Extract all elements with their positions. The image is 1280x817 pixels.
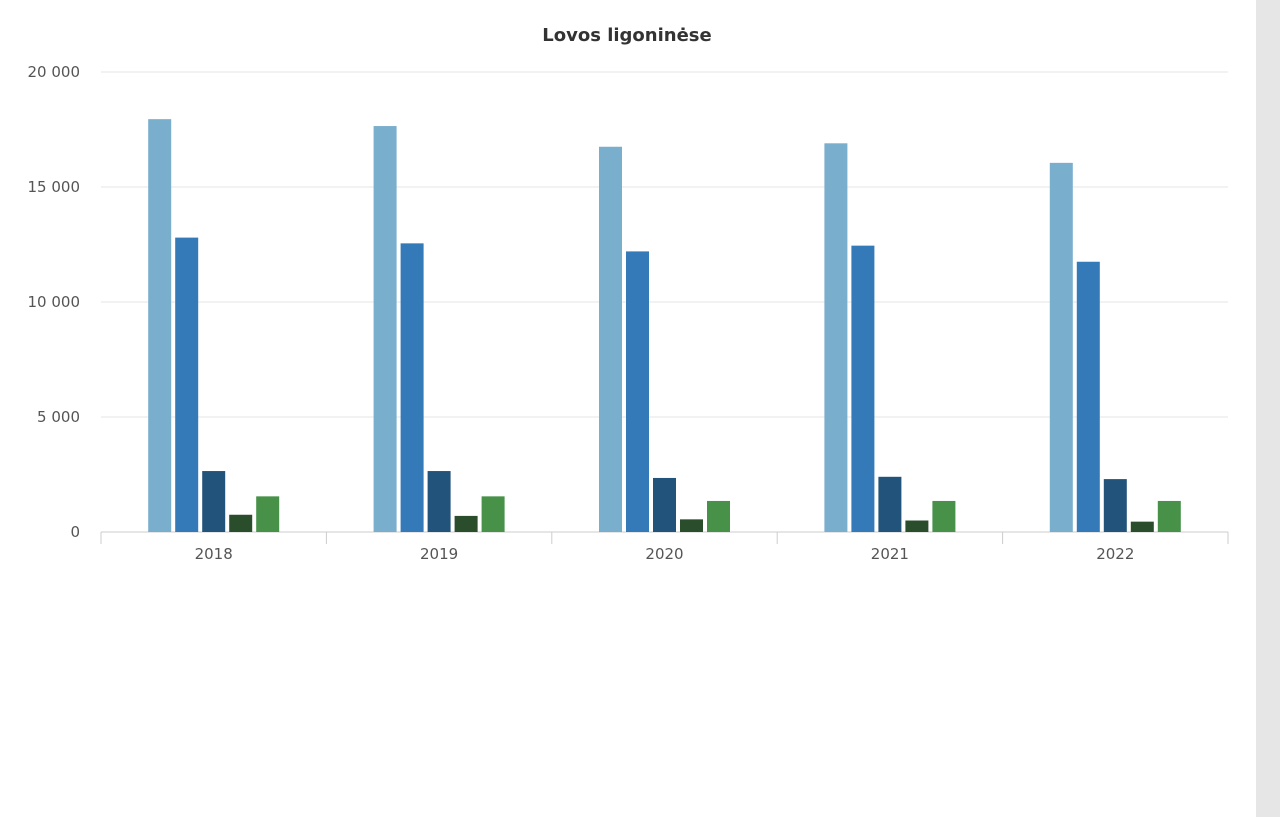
- y-tick-label: 10 000: [28, 293, 81, 311]
- y-tick-label: 0: [70, 523, 80, 541]
- bar[interactable]: [932, 500, 956, 532]
- bars: [148, 119, 1181, 533]
- bar[interactable]: [454, 515, 478, 532]
- bar[interactable]: [680, 519, 703, 532]
- bar[interactable]: [229, 514, 253, 532]
- bar[interactable]: [1103, 479, 1127, 532]
- bar[interactable]: [148, 119, 172, 533]
- y-tick-label: 5 000: [37, 408, 80, 426]
- x-tick-label: 2021: [871, 545, 909, 563]
- y-tick-label: 15 000: [28, 178, 81, 196]
- x-tick-label: 2019: [420, 545, 458, 563]
- bar[interactable]: [1157, 500, 1181, 532]
- bar[interactable]: [400, 243, 424, 532]
- bar[interactable]: [256, 496, 280, 532]
- bar[interactable]: [878, 476, 902, 532]
- bar[interactable]: [653, 477, 676, 532]
- x-tick-label: 2018: [195, 545, 233, 563]
- chart-title: Lovos ligoninėse: [542, 25, 711, 46]
- x-tick-label: 2020: [645, 545, 683, 563]
- tick-labels: 0 5 000 10 000 15 000 20 000 2018 2019 2020 2021…: [28, 63, 1135, 563]
- scrollbar[interactable]: [1256, 0, 1280, 817]
- bar[interactable]: [905, 520, 929, 533]
- bar[interactable]: [707, 500, 730, 532]
- x-tick-label: 2022: [1096, 545, 1134, 563]
- bar[interactable]: [481, 496, 505, 532]
- bar[interactable]: [1076, 261, 1100, 532]
- bar[interactable]: [1130, 521, 1154, 532]
- y-tick-label: 20 000: [28, 63, 81, 81]
- bar[interactable]: [626, 251, 649, 532]
- bar[interactable]: [202, 471, 226, 532]
- bar[interactable]: [175, 237, 199, 532]
- x-axis: [100, 531, 1229, 544]
- bar[interactable]: [851, 245, 875, 532]
- bar[interactable]: [824, 143, 848, 533]
- bar[interactable]: [1049, 162, 1073, 532]
- gridlines: [101, 71, 1228, 418]
- bar[interactable]: [427, 471, 451, 532]
- bar[interactable]: [599, 146, 622, 532]
- bar[interactable]: [373, 126, 397, 533]
